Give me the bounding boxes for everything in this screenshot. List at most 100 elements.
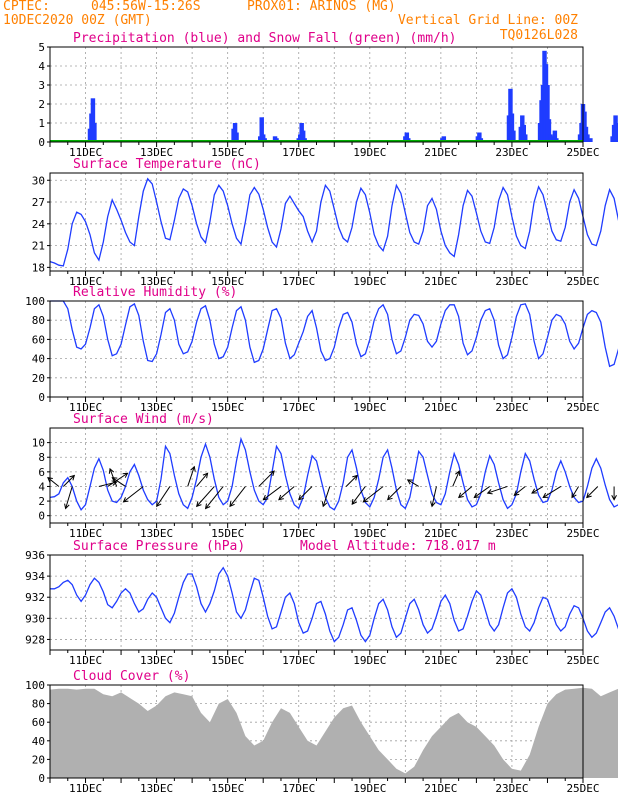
y-tick-label-wind: 8 [38,451,45,464]
wind-vector [474,486,491,498]
y-tick-label-pressure: 934 [25,570,45,583]
wind-vector [123,486,144,503]
precip-bar [404,132,410,142]
precip-bar [585,134,590,142]
cloud-cover-area [50,687,618,778]
precip-bar [523,134,528,142]
header-grid-note: Vertical Grid Line: 00Z [397,13,578,28]
wind-vector-head [262,494,269,501]
y-tick-label-precip: 0 [38,136,45,149]
wind-vector-head [542,492,549,499]
wind-vector-head [298,494,304,501]
y-tick-label-wind: 2 [38,495,45,508]
x-tick-label-rh: 23DEC [495,401,528,414]
wind-vector [196,486,215,507]
x-tick-label-wind: 25DEC [566,527,599,540]
y-tick-label-cloud: 100 [25,679,45,692]
x-tick-label-wind: 23DEC [495,527,528,540]
wind-vector [452,470,460,487]
wind-vector-head [571,492,577,499]
y-tick-label-temp: 21 [32,240,45,253]
precip-bar [546,119,552,142]
x-tick-label-temp: 13DEC [140,275,173,288]
precip-bar [509,113,515,142]
x-tick-label-temp: 21DEC [424,275,457,288]
wind-vector [531,486,544,494]
x-tick-label-cloud: 17DEC [282,782,315,795]
x-tick-label-precip: 17DEC [282,146,315,159]
y-tick-label-cloud: 20 [32,753,45,766]
wind-vector [65,486,73,509]
wind-vector-head [69,474,76,481]
panel-annotation-pressure: Model Altitude: 718.017 m [300,539,496,554]
wind-vector-head [586,492,592,499]
x-tick-label-wind: 15DEC [211,527,244,540]
precip-bar [259,117,264,142]
x-tick-label-wind: 13DEC [140,527,173,540]
precip-bar [614,123,618,142]
y-tick-label-wind: 6 [38,466,45,479]
wind-vector [107,472,128,487]
x-tick-label-temp: 25DEC [566,275,599,288]
wind-vector [513,486,526,496]
wind-vector-head [156,501,162,508]
wind-vector [278,486,295,501]
x-tick-label-wind: 17DEC [282,527,315,540]
wind-vector-head [108,467,115,474]
panel-title-cloud: Cloud Cover (%) [73,669,190,684]
x-tick-label-wind: 19DEC [353,527,386,540]
x-tick-label-cloud: 25DEC [566,782,599,795]
wind-vector-head [111,480,118,486]
y-tick-label-wind: 10 [32,437,45,450]
precip-bar [521,124,526,142]
x-tick-label-rh: 15DEC [211,401,244,414]
y-tick-label-precip: 1 [38,117,45,130]
wind-vector-head [430,501,436,508]
x-tick-label-temp: 23DEC [495,275,528,288]
series-line-pressure [50,566,618,643]
wind-vector [205,486,224,509]
wind-vector [363,486,384,503]
panel-title-pressure: Surface Pressure (hPa) [73,539,245,554]
x-tick-label-precip: 13DEC [140,146,173,159]
wind-vector-head [229,501,235,508]
precip-bar [588,138,593,142]
y-tick-label-temp: 18 [32,261,45,274]
x-tick-label-rh: 21DEC [424,401,457,414]
wind-vector-head [455,470,461,477]
panel-title-rh: Relative Humidity (%) [73,285,237,300]
wind-vector [387,486,402,501]
wind-vector-head [611,495,617,501]
wind-vector [298,486,313,501]
x-tick-label-temp: 17DEC [282,275,315,288]
wind-vector [156,486,171,507]
wind-vector-head [64,503,70,510]
wind-vector [586,486,599,498]
y-tick-label-cloud: 80 [32,698,45,711]
precip-bar [300,130,306,142]
y-tick-label-pressure: 932 [25,591,45,604]
series-line-wind [49,436,618,511]
x-tick-label-cloud: 11DEC [69,782,102,795]
wind-vector-head [269,470,275,477]
wind-vector-head [278,494,284,501]
wind-vector-head [122,497,129,503]
wind-vector [458,486,473,498]
wind-vector-head [195,501,202,508]
x-tick-label-rh: 17DEC [282,401,315,414]
wind-vector [196,472,208,487]
y-tick-label-precip: 3 [38,79,45,92]
wind-vector [351,486,366,505]
y-tick-label-cloud: 0 [38,772,45,785]
wind-vector [345,475,358,487]
precip-bar [92,123,97,142]
wind-vector-head [111,477,118,483]
x-tick-label-precip: 19DEC [353,146,386,159]
wind-vector-head [321,501,328,508]
precip-bar [90,98,96,142]
x-tick-label-pressure: 25DEC [566,654,599,667]
wind-vector-head [486,489,493,495]
x-tick-label-pressure: 21DEC [424,654,457,667]
wind-vector-head [202,472,209,479]
